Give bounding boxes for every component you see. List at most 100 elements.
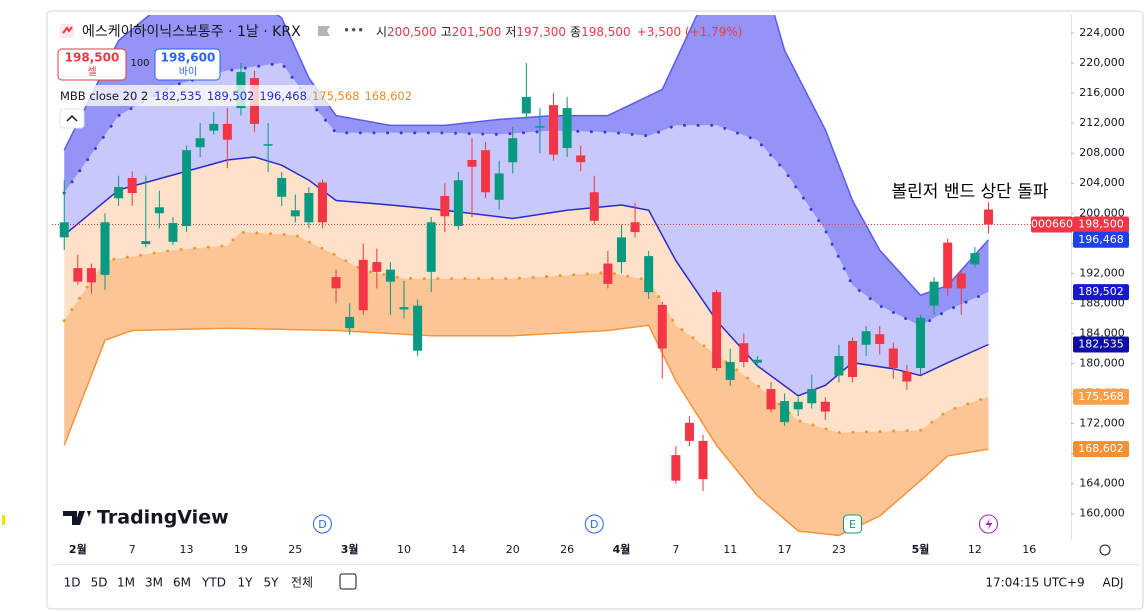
- indicator-value: 182,535: [154, 89, 202, 103]
- candle-body: [793, 401, 803, 410]
- x-tick-label: 26: [560, 543, 574, 556]
- event-label[interactable]: D: [318, 518, 326, 531]
- candle-body: [440, 196, 450, 217]
- candle-body: [154, 207, 164, 214]
- event-marker[interactable]: [584, 514, 604, 534]
- candle-body: [304, 193, 314, 223]
- timeframe-button[interactable]: YTD: [201, 576, 226, 590]
- candle-body: [576, 155, 586, 163]
- x-tick-label: 25: [288, 543, 302, 556]
- timeframe-button[interactable]: 6M: [173, 576, 191, 590]
- candle-body: [413, 305, 423, 351]
- candle-body: [929, 281, 939, 306]
- timeframe-button[interactable]: 1Y: [238, 576, 254, 590]
- candle-body: [915, 317, 925, 369]
- ohlc-change: +3,500 (+1.79%): [637, 25, 743, 39]
- buy-button[interactable]: [154, 48, 221, 81]
- indicator-value: 196,468: [259, 89, 307, 103]
- candle-body: [426, 222, 436, 272]
- ohlc-value: 201,500: [452, 25, 502, 39]
- candle-body: [875, 334, 885, 344]
- band-fill: [64, 232, 989, 536]
- settings-icon[interactable]: [1099, 544, 1111, 556]
- band-fill: [64, 157, 989, 433]
- x-tick-label: 12: [968, 543, 982, 556]
- indicator-value: 168,602: [365, 89, 413, 103]
- y-tick-label: 184,000: [1079, 326, 1125, 339]
- price-label: 182,535: [1078, 337, 1124, 350]
- logo: TradingView: [97, 507, 229, 529]
- price-label-box: [1073, 231, 1129, 248]
- axis-line: [1071, 15, 1072, 540]
- collapse-icon[interactable]: [66, 114, 78, 122]
- event-label[interactable]: E: [849, 518, 856, 531]
- y-tick-label: 160,000: [1079, 507, 1125, 520]
- separator: [52, 564, 1140, 565]
- adj-button[interactable]: ADJ: [1103, 576, 1124, 590]
- collapse-button[interactable]: [59, 108, 85, 129]
- symbol-title: 에스케이하이닉스보통주 · 1날 · KRX: [82, 24, 301, 40]
- candle-body: [73, 268, 83, 282]
- quantity: 100: [130, 58, 149, 69]
- ohlc-label: 저: [505, 25, 516, 39]
- marker: [2, 515, 5, 525]
- candle-body: [766, 389, 776, 410]
- candle-body: [195, 138, 205, 148]
- timeframe-button[interactable]: 1M: [117, 576, 135, 590]
- indicator-name: MBB close 20 2: [60, 89, 148, 103]
- event-icon[interactable]: [985, 518, 993, 530]
- event-marker[interactable]: [843, 514, 863, 534]
- flag-icon[interactable]: [318, 26, 330, 36]
- candle-body: [807, 389, 817, 404]
- ohlc: 시200,500 고201,500 저197,300 종198,500 +3,500 (…: [376, 25, 742, 39]
- y-tick-label: 204,000: [1079, 176, 1125, 189]
- x-tick-label: 17: [778, 543, 792, 556]
- overlay: 에스케이하이닉스보통주 · 1날 · KRX ••• 시200,500 고201,…: [52, 15, 1140, 590]
- symbol-icon-glyph: [62, 26, 73, 34]
- clock: 17:04:15 UTC+9: [985, 576, 1084, 590]
- timeframe-button[interactable]: 1D: [64, 576, 81, 590]
- date-range-icon[interactable]: [339, 573, 357, 590]
- candle-body: [956, 273, 966, 289]
- candle-body: [603, 263, 613, 284]
- symbol-icon: [60, 24, 74, 38]
- candle-body: [385, 269, 395, 282]
- price-label-box: [1073, 388, 1129, 405]
- timeframe-button[interactable]: 5D: [91, 576, 108, 590]
- candle-body: [358, 259, 368, 311]
- y-tick-label: 208,000: [1079, 146, 1125, 159]
- logo-mark: [63, 511, 91, 525]
- ohlc-label: 종: [570, 25, 581, 39]
- buy-price[interactable]: 198,600: [161, 51, 216, 65]
- annotation: 볼린저 밴드 상단 돌파: [892, 182, 1049, 202]
- x-tick-label: 2월: [69, 542, 87, 556]
- event-marker[interactable]: [312, 514, 332, 534]
- candle-body: [114, 186, 124, 199]
- buy-label[interactable]: 바이: [179, 66, 197, 78]
- x-tick-label: 13: [180, 543, 194, 556]
- candle-body: [127, 177, 137, 194]
- symbol-code-box: [1031, 216, 1073, 233]
- candle-body: [630, 222, 640, 233]
- sell-price[interactable]: 198,500: [65, 51, 120, 65]
- candle-body: [182, 150, 192, 227]
- sell-button[interactable]: [57, 48, 127, 81]
- ohlc-label: 시: [376, 25, 387, 39]
- y-tick-label: 200,000: [1079, 206, 1125, 219]
- candle-body: [562, 108, 572, 148]
- y-tick-label: 180,000: [1079, 356, 1125, 369]
- price-label: 175,568: [1078, 390, 1124, 403]
- timeframe-button[interactable]: 전체: [291, 576, 313, 590]
- event-label[interactable]: D: [590, 518, 598, 531]
- more-icon[interactable]: •••: [343, 24, 364, 38]
- sell-label[interactable]: 셀: [87, 66, 96, 78]
- x-tick-label: 4월: [613, 542, 631, 556]
- timeframe-button[interactable]: 3M: [145, 576, 163, 590]
- candle-body: [290, 210, 300, 217]
- candle-body: [943, 242, 953, 289]
- x-tick-label: 7: [672, 543, 679, 556]
- x-tick-label: 5월: [912, 542, 930, 556]
- y-tick-label: 224,000: [1079, 26, 1125, 39]
- timeframe-button[interactable]: 5Y: [264, 576, 280, 590]
